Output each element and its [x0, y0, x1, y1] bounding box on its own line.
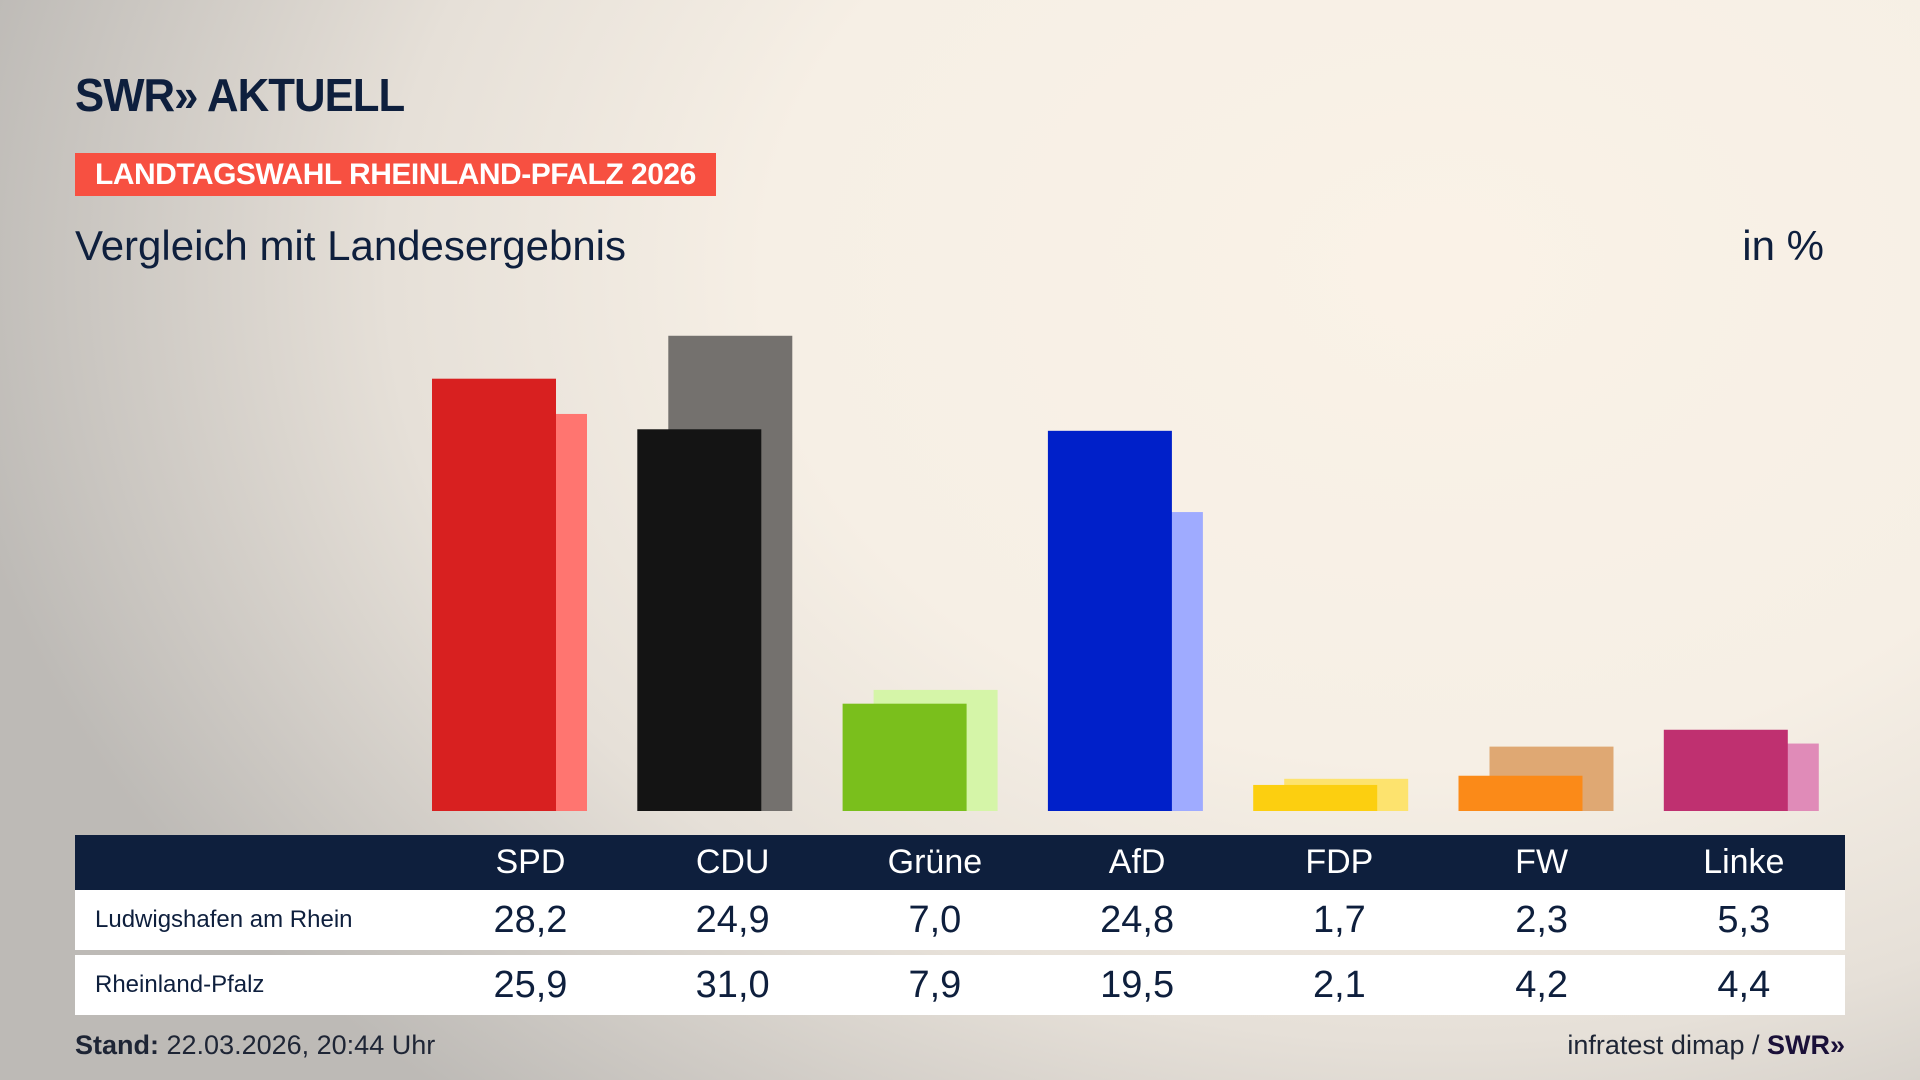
bar-cdu-local — [637, 429, 762, 811]
bar-fdp-local — [1253, 784, 1378, 811]
bar-fw-local — [1458, 775, 1583, 811]
value-cell: 24,9 — [695, 898, 770, 941]
table-row: Rheinland-Pfalz 25,9 31,0 7,9 19,5 2,1 4,2 4,4 — [75, 955, 1845, 1015]
bar-afd-local — [1047, 430, 1172, 811]
swr-logo: SWR» — [1766, 1030, 1845, 1060]
value-cell: 7,0 — [908, 898, 962, 941]
value-cell: 19,5 — [1100, 963, 1175, 1006]
column-header-fdp: FDP — [1305, 843, 1374, 881]
value-cell: 24,8 — [1100, 898, 1175, 941]
table-row: Ludwigshafen am Rhein 28,2 24,9 7,0 24,8 1,7 2… — [75, 890, 1845, 950]
chart-subtitle: Vergleich mit Landesergebnis — [75, 222, 627, 269]
value-cell: 2,3 — [1515, 898, 1569, 941]
column-header-grüne: Grüne — [887, 843, 983, 881]
results-table: SPD CDU Grüne AfD FDP FW Linke Ludwigshafen am… — [75, 835, 1845, 1015]
bar-linke-local — [1663, 729, 1788, 811]
bar-spd-local — [432, 378, 556, 811]
row-label: Rheinland-Pfalz — [95, 971, 265, 998]
value-cell: 25,9 — [493, 963, 568, 1006]
value-cell: 28,2 — [493, 898, 568, 941]
election-banner: LANDTAGSWAHL RHEINLAND-PFALZ 2026 — [75, 153, 716, 196]
unit-label: in % — [1742, 222, 1824, 269]
value-cell: 7,9 — [908, 963, 962, 1006]
value-cell: 2,1 — [1312, 963, 1366, 1006]
source-text: infratest dimap / — [1567, 1030, 1767, 1060]
column-header-linke: Linke — [1703, 843, 1785, 881]
column-header-spd: SPD — [495, 843, 566, 881]
table-header: SPD CDU Grüne AfD FDP FW Linke — [75, 835, 1845, 890]
stand-label: Stand: — [75, 1030, 159, 1060]
source: infratest dimap / SWR» — [1567, 1030, 1845, 1061]
swr-aktuell-logo: SWR» AKTUELL — [75, 69, 405, 121]
value-cell: 31,0 — [695, 963, 770, 1006]
value-cell: 1,7 — [1312, 898, 1366, 941]
bar-chart — [432, 335, 1819, 811]
value-cell: 4,2 — [1515, 963, 1569, 1006]
bar-grüne-local — [842, 703, 967, 811]
value-cell: 4,4 — [1717, 963, 1771, 1006]
value-cell: 5,3 — [1717, 898, 1771, 941]
column-header-fw: FW — [1515, 843, 1569, 881]
row-label: Ludwigshafen am Rhein — [95, 906, 353, 933]
stand-value: 22.03.2026, 20:44 Uhr — [166, 1030, 436, 1060]
timestamp: Stand: 22.03.2026, 20:44 Uhr — [75, 1030, 435, 1061]
column-header-cdu: CDU — [695, 843, 770, 881]
column-header-afd: AfD — [1108, 843, 1166, 881]
